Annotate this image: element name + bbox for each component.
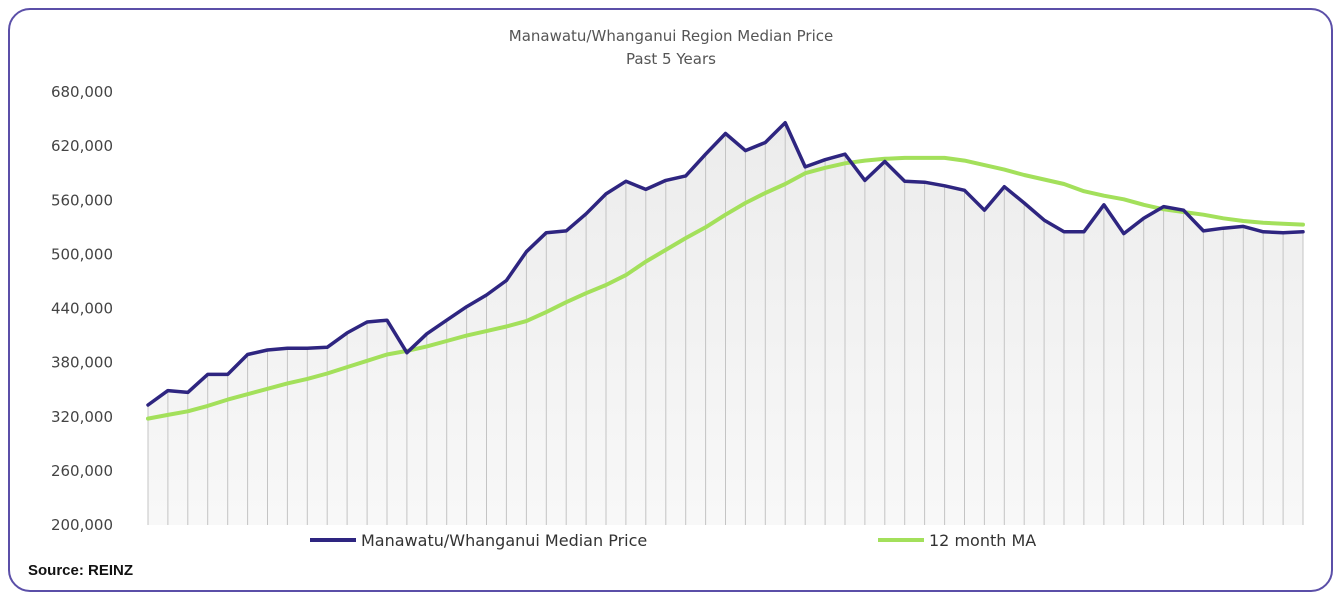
chart-title: Manawatu/Whanganui Region Median Price <box>509 27 833 45</box>
y-tick-label: 620,000 <box>51 137 113 155</box>
y-tick-label: 380,000 <box>51 354 113 372</box>
y-axis: 200,000 260,000 320,000 380,000 440,000 500,0… <box>51 83 113 534</box>
series-lines <box>146 120 1305 421</box>
legend-label: Manawatu/Whanganui Median Price <box>361 531 647 550</box>
y-tick-label: 260,000 <box>51 462 113 480</box>
legend-label: 12 month MA <box>929 531 1036 550</box>
chart-subtitle: Past 5 Years <box>626 50 716 68</box>
y-tick-label: 500,000 <box>51 245 113 263</box>
y-tick-label: 320,000 <box>51 408 113 426</box>
legend: Manawatu/Whanganui Median Price 12 month … <box>310 531 1036 550</box>
drop-lines <box>147 122 1304 525</box>
y-tick-label: 680,000 <box>51 83 113 101</box>
y-tick-label: 440,000 <box>51 300 113 318</box>
series-line-median-price <box>146 120 1305 407</box>
y-tick-label: 200,000 <box>51 516 113 534</box>
source-label: Source: REINZ <box>28 562 133 579</box>
series-line-12-month-ma <box>146 155 1305 421</box>
y-tick-label: 560,000 <box>51 191 113 209</box>
